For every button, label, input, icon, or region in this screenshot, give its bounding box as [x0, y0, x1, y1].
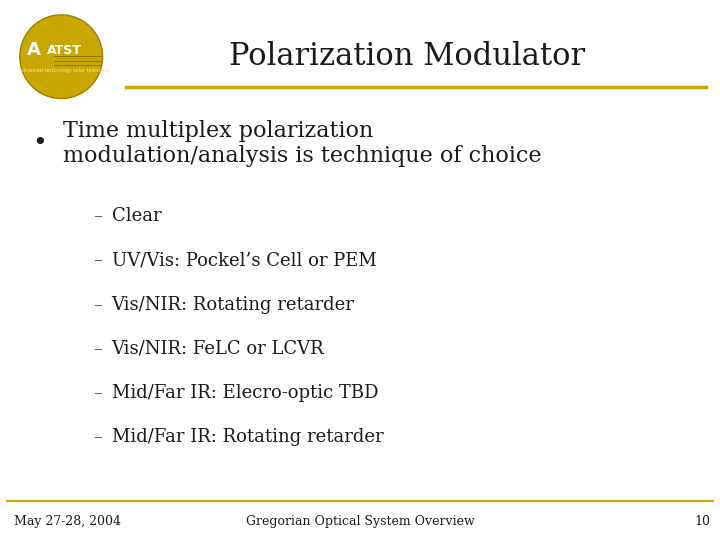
Text: Mid/Far IR: Elecro-optic TBD: Mid/Far IR: Elecro-optic TBD: [112, 384, 378, 402]
Text: –: –: [93, 207, 102, 225]
Text: Time multiplex polarization: Time multiplex polarization: [63, 120, 373, 141]
Text: Vis/NIR: Rotating retarder: Vis/NIR: Rotating retarder: [112, 295, 354, 314]
Text: UV/Vis: Pockel’s Cell or PEM: UV/Vis: Pockel’s Cell or PEM: [112, 251, 377, 269]
Text: Mid/Far IR: Rotating retarder: Mid/Far IR: Rotating retarder: [112, 428, 383, 447]
Text: Gregorian Optical System Overview: Gregorian Optical System Overview: [246, 515, 474, 528]
Text: May 27-28, 2004: May 27-28, 2004: [14, 515, 122, 528]
Text: A: A: [27, 41, 41, 59]
Text: Vis/NIR: FeLC or LCVR: Vis/NIR: FeLC or LCVR: [112, 340, 324, 358]
Text: Polarization Modulator: Polarization Modulator: [229, 41, 585, 72]
Text: –: –: [93, 251, 102, 269]
Text: –: –: [93, 340, 102, 358]
Text: –: –: [93, 384, 102, 402]
Ellipse shape: [20, 15, 102, 98]
Text: –: –: [93, 428, 102, 447]
Text: advanced technology solar telescope: advanced technology solar telescope: [19, 68, 110, 73]
Text: Clear: Clear: [112, 207, 161, 225]
Text: •: •: [32, 131, 47, 155]
Text: –: –: [93, 295, 102, 314]
Text: 10: 10: [694, 515, 710, 528]
Text: modulation/analysis is technique of choice: modulation/analysis is technique of choi…: [63, 145, 541, 166]
Text: ATST: ATST: [48, 44, 82, 57]
